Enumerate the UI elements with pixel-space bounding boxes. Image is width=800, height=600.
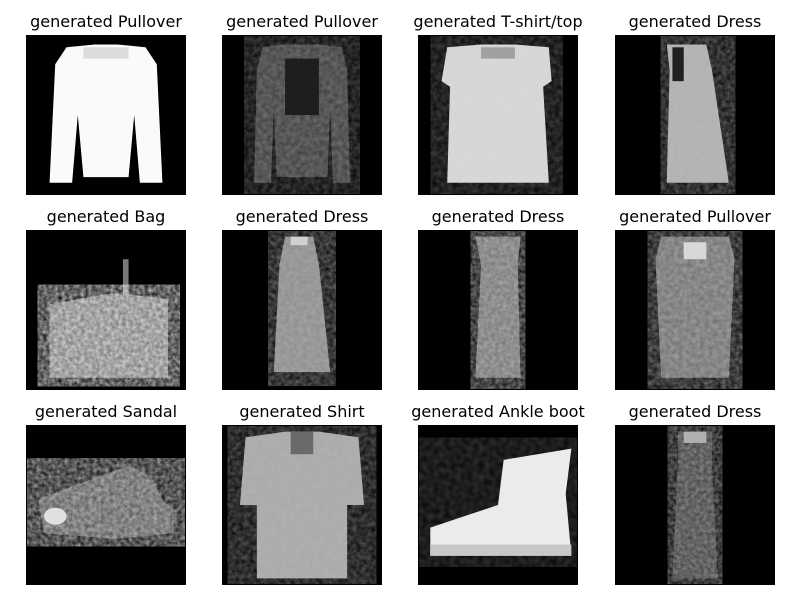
sample-image-tshirt [418, 35, 578, 195]
sample-image-sandal [26, 425, 186, 585]
panel-title: generated Ankle boot [411, 402, 585, 421]
panel-title: generated Dress [628, 12, 762, 31]
sample-image-shirt [222, 425, 382, 585]
panel-title: generated Bag [46, 207, 166, 226]
sample-image-bag [26, 230, 186, 390]
sample-image-dress-dark [615, 425, 775, 585]
sample-image-pullover-dark [222, 35, 382, 195]
panel-title: generated Dress [431, 207, 565, 226]
panel-title: generated Pullover [30, 12, 182, 31]
sample-image-ankle-boot [418, 425, 578, 585]
panel-title: generated Pullover [226, 12, 378, 31]
sample-image-dress [222, 230, 382, 390]
sample-image-pullover-textured [615, 230, 775, 390]
panel-title: generated Dress [628, 402, 762, 421]
panel-title: generated Sandal [34, 402, 178, 421]
panel-title: generated Dress [235, 207, 369, 226]
sample-image-pullover [26, 35, 186, 195]
sample-image-dress-slim [418, 230, 578, 390]
panel-title: generated Shirt [239, 402, 365, 421]
panel-title: generated Pullover [619, 207, 771, 226]
panel-title: generated T-shirt/top [413, 12, 583, 31]
sample-image-dress [615, 35, 775, 195]
